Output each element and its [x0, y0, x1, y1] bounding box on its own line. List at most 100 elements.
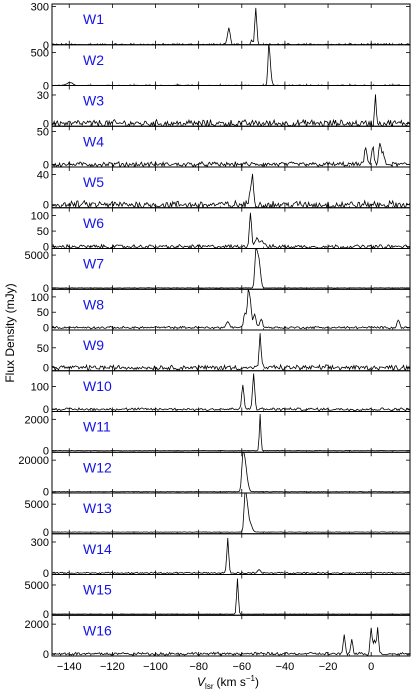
y-tick-label: 2000: [25, 619, 49, 631]
spectrum-w14: [52, 538, 410, 575]
spectrum-w1: [52, 7, 410, 45]
y-tick-label: 0: [43, 283, 49, 295]
spectrum-w3: [52, 94, 410, 127]
panel-w16: 0 2000 W16: [25, 614, 411, 661]
y-tick-label: 50: [37, 226, 49, 238]
spectrum-w15: [52, 578, 410, 615]
panel-w3: 0 30 W3: [37, 85, 411, 130]
y-tick-label: 0: [43, 487, 49, 499]
y-tick-label: 0: [43, 649, 49, 661]
spectrum-w4: [52, 143, 410, 167]
spectrum-w12: [52, 452, 410, 493]
panel-label-w3: W3: [83, 93, 104, 109]
y-tick-label: 50: [37, 127, 49, 139]
panel-w8: 0 50 100 W8: [31, 288, 411, 335]
y-tick-label: 0: [43, 363, 49, 375]
y-tick-label: 300: [31, 2, 49, 14]
spectrum-w7: [52, 248, 410, 289]
panel-label-w7: W7: [83, 256, 104, 272]
x-tick-label: −140: [57, 661, 82, 673]
y-tick-label: 20000: [18, 455, 49, 467]
panel-w10: 0 100 W10: [31, 370, 411, 416]
y-tick-label: 100: [31, 292, 49, 304]
panel-w11: 0 2000 W11: [25, 411, 411, 458]
x-axis-label: Vlsr (km s−1): [197, 674, 259, 691]
spectrum-w11: [52, 414, 410, 452]
spectrum-w13: [52, 493, 410, 533]
x-tick-label: −120: [100, 661, 125, 673]
y-tick-label: 100: [31, 211, 49, 223]
panel-w4: 0 50 W4: [37, 125, 411, 171]
panel-label-w14: W14: [83, 541, 112, 557]
panel-w1: 0 300 W1: [31, 2, 411, 52]
spectrum-w8: [52, 289, 410, 330]
panel-label-w13: W13: [83, 500, 112, 516]
y-tick-label: 0: [43, 568, 49, 580]
y-tick-label: 0: [43, 118, 49, 130]
panel-label-w1: W1: [83, 11, 104, 27]
y-tick-label: 0: [43, 81, 49, 93]
panel-w9: 0 50 W9: [37, 329, 411, 375]
y-tick-label: 0: [43, 159, 49, 171]
y-tick-label: 50: [37, 307, 49, 319]
panel-frame: [51, 125, 411, 168]
spectrum-w2: [52, 44, 410, 86]
panel-frame: [51, 614, 411, 657]
panel-label-w11: W11: [83, 419, 111, 435]
panel-label-w2: W2: [83, 52, 104, 68]
panel-w15: 0 5000 W15: [25, 574, 411, 621]
panel-w7: 0 5000 W7: [25, 248, 411, 295]
y-tick-label: 0: [43, 446, 49, 458]
panel-label-w8: W8: [83, 296, 104, 312]
panel-frame: [51, 248, 411, 290]
panel-w12: 0 20000 W12: [18, 451, 411, 499]
spectrum-w6: [52, 212, 410, 249]
y-tick-label: 0: [43, 527, 49, 539]
y-tick-label: 0: [43, 609, 49, 621]
panel-frame: [51, 329, 411, 372]
panel-label-w5: W5: [83, 174, 104, 190]
panel-label-w10: W10: [83, 378, 112, 394]
panel-frame: [51, 44, 411, 86]
panel-label-w16: W16: [83, 622, 112, 638]
panel-frame: [51, 207, 411, 249]
panel-label-w15: W15: [83, 582, 112, 598]
y-tick-label: 0: [43, 323, 49, 335]
y-tick-label: 500: [31, 48, 49, 60]
y-tick-label: 100: [31, 382, 49, 394]
panel-w14: 0 300 W14: [31, 533, 411, 580]
y-tick-label: 2000: [25, 414, 49, 426]
panel-frame: [51, 288, 411, 331]
x-axis: −140 −120 −100 −80 −60 −40 −20 0: [57, 661, 374, 673]
panel-label-w9: W9: [83, 337, 104, 353]
panel-w2: 0 500 W2: [31, 44, 411, 93]
x-tick-label: −60: [232, 661, 251, 673]
y-tick-label: 0: [43, 200, 49, 212]
panel-w6: 0 50 100 W6: [31, 207, 411, 254]
y-tick-label: 50: [37, 343, 49, 355]
y-tick-label: 300: [31, 537, 49, 549]
y-tick-label: 40: [37, 170, 49, 182]
y-tick-label: 0: [43, 242, 49, 254]
panel-w5: 0 40 W5: [37, 166, 411, 212]
x-tick-label: −40: [276, 661, 295, 673]
y-tick-label: 0: [43, 404, 49, 416]
panel-frame: [51, 166, 411, 209]
y-tick-label: 5000: [25, 250, 49, 262]
x-tick-label: −80: [189, 661, 208, 673]
spectrum-w5: [52, 173, 410, 208]
x-tick-label: −20: [319, 661, 338, 673]
y-axis-label: Flux Density (mJy): [3, 283, 17, 382]
panel-w13: 0 5000 W13: [25, 492, 411, 539]
spectrum-w10: [52, 373, 410, 412]
y-tick-label: 0: [43, 40, 49, 52]
x-tick-label: −100: [143, 661, 168, 673]
panel-label-w6: W6: [83, 215, 104, 231]
y-tick-label: 5000: [25, 499, 49, 511]
x-tick-label: 0: [368, 661, 374, 673]
panel-label-w4: W4: [83, 133, 104, 149]
y-tick-label: 5000: [25, 580, 49, 592]
y-tick-label: 30: [37, 90, 49, 102]
